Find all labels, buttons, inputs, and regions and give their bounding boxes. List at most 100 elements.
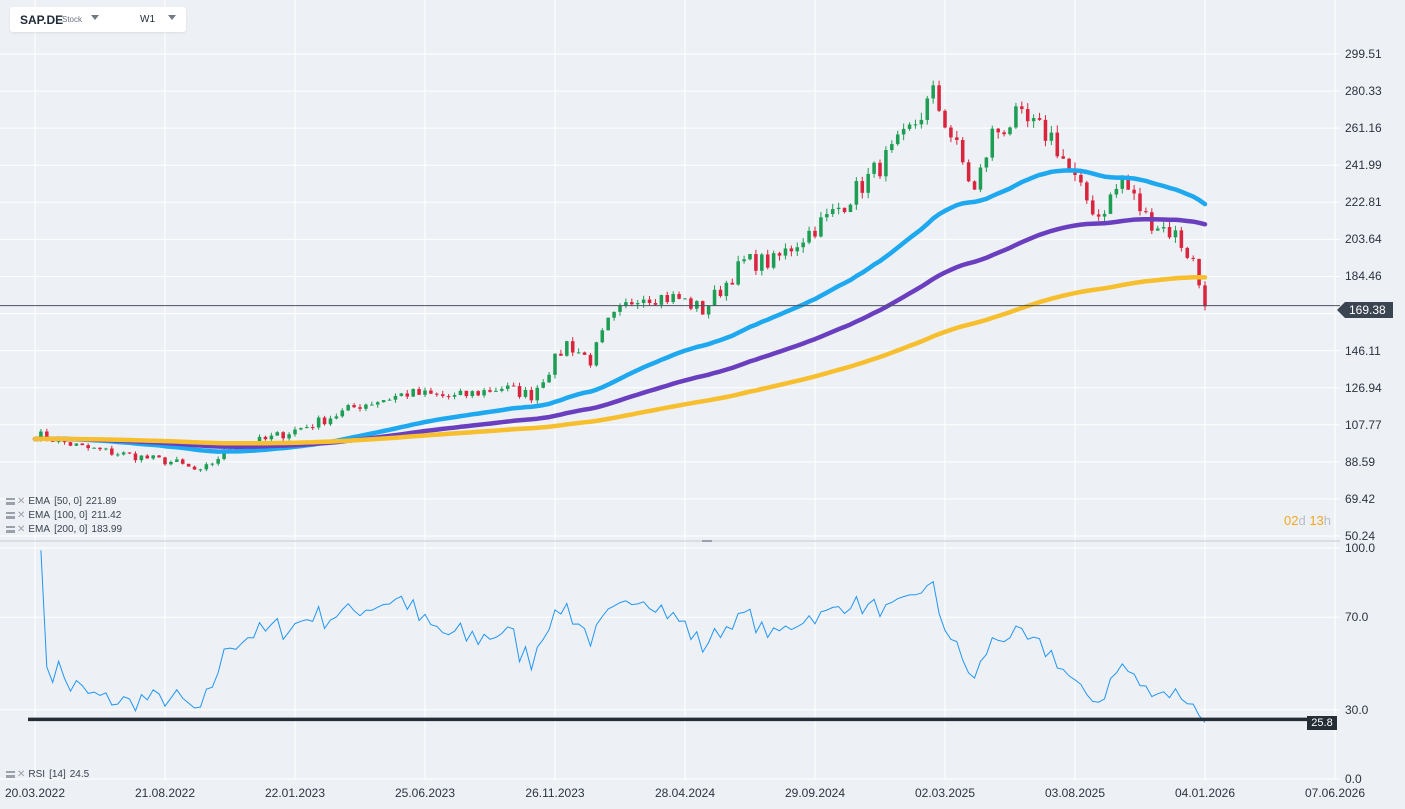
candle-up: [807, 230, 811, 243]
ema-lines: [32, 168, 1208, 454]
candle-up: [370, 404, 374, 406]
candle-down: [630, 302, 634, 305]
indicator-settings-icon[interactable]: [6, 771, 15, 778]
indicator-remove-icon[interactable]: ✕: [17, 496, 26, 507]
candle-up: [523, 389, 528, 397]
candle-down: [582, 352, 587, 355]
pane-resize-handle[interactable]: [702, 540, 712, 542]
candle-down: [943, 110, 947, 128]
candle-up: [115, 454, 120, 456]
price-tick-label: 280.33: [1345, 84, 1382, 99]
candle-up: [482, 390, 486, 396]
candle-up: [618, 305, 622, 312]
candle-down: [730, 282, 735, 285]
candle-up: [565, 341, 569, 356]
date-tick-label: 02.03.2025: [914, 786, 976, 800]
candle-down: [80, 443, 85, 446]
candle-down: [1037, 118, 1042, 120]
candle-down: [446, 396, 451, 398]
rsi-level-tag: 25.8: [1307, 716, 1337, 730]
ema-100-line: [32, 216, 1208, 449]
candle-up: [1031, 118, 1036, 122]
indicator-ema-50[interactable]: ✕ EMA [50, 0] 221.89: [6, 496, 116, 507]
candle-down: [417, 388, 421, 395]
candle-down: [842, 207, 847, 213]
candle-down: [1203, 285, 1207, 307]
indicator-ema-100[interactable]: ✕ EMA [100, 0] 211.42: [6, 510, 121, 521]
candle-up: [293, 429, 297, 435]
candle-up: [175, 459, 179, 462]
candle-down: [1179, 230, 1184, 248]
rsi-tick-label: 30.0: [1345, 702, 1369, 717]
indicator-remove-icon[interactable]: ✕: [17, 524, 26, 535]
candle-down: [529, 389, 534, 401]
candle-up: [1014, 106, 1018, 128]
candle-down: [677, 294, 681, 299]
candle-up: [742, 259, 746, 262]
candle-up: [641, 299, 646, 304]
last-price-tag: 169.38: [1337, 302, 1393, 318]
indicator-remove-icon[interactable]: ✕: [17, 510, 26, 521]
candle-down: [110, 448, 114, 455]
candle-up: [334, 416, 339, 419]
candle-up: [1155, 228, 1160, 231]
candle-countdown: 02d 13h: [1284, 513, 1332, 528]
candle-down: [192, 466, 197, 470]
candle-up: [1108, 194, 1113, 214]
indicator-remove-icon[interactable]: ✕: [17, 769, 26, 780]
candle-up: [931, 85, 935, 99]
candle-up: [783, 248, 788, 256]
timeframe-dropdown-icon[interactable]: [168, 15, 176, 20]
indicator-ema-200[interactable]: ✕ EMA [200, 0] 183.99: [6, 524, 122, 535]
candle-up: [305, 427, 309, 429]
symbol-dropdown-icon[interactable]: [91, 15, 99, 20]
candle-up: [328, 418, 333, 425]
candle-up: [151, 455, 155, 459]
candle-down: [186, 463, 191, 467]
price-tick-label: 299.51: [1345, 47, 1382, 61]
price-tick-label: 126.94: [1345, 380, 1382, 395]
candle-down: [157, 455, 161, 458]
candle-down: [1132, 189, 1136, 194]
price-tick-label: 261.16: [1345, 121, 1382, 136]
indicator-settings-icon[interactable]: [6, 512, 15, 519]
candle-down: [1167, 227, 1172, 238]
candle-up: [216, 459, 220, 464]
candle-up: [925, 98, 930, 120]
candle-up: [452, 395, 457, 397]
price-tick-label: 184.46: [1345, 269, 1382, 284]
timeframe-selector[interactable]: W1: [140, 14, 155, 25]
price-tick-label: 69.42: [1345, 491, 1376, 506]
candle-down: [1002, 132, 1006, 135]
candle-up: [535, 387, 540, 401]
candle-up: [606, 317, 610, 331]
candle-down: [559, 353, 563, 356]
candle-up: [872, 162, 876, 174]
indicator-rsi[interactable]: ✕ RSI [14] 24.5: [6, 769, 89, 780]
candle-up: [39, 431, 43, 439]
candle-up: [269, 435, 274, 440]
candle-up: [1008, 127, 1012, 135]
candle-down: [700, 301, 705, 315]
candle-up: [795, 247, 800, 252]
candle-down: [996, 128, 1000, 133]
candle-up: [399, 393, 404, 396]
candle-up: [340, 410, 345, 417]
ema-200-line: [32, 274, 1208, 446]
candle-up: [984, 157, 989, 168]
candle-up: [712, 289, 717, 306]
candle-up: [458, 390, 463, 396]
grid-lines: [0, 0, 1340, 780]
rsi-tick-label: 0.0: [1345, 772, 1362, 786]
price-tick-label: 88.59: [1345, 454, 1376, 469]
price-tick-label: 241.99: [1345, 158, 1382, 173]
indicator-settings-icon[interactable]: [6, 526, 15, 533]
candle-up: [387, 399, 392, 401]
rsi-tick-label: 100.0: [1345, 541, 1376, 555]
date-tick-label: 03.08.2025: [1044, 786, 1106, 800]
indicator-settings-icon[interactable]: [6, 498, 15, 505]
candle-up: [1120, 179, 1125, 189]
candle-down: [163, 457, 167, 465]
symbol-name[interactable]: SAP.DE: [20, 13, 64, 27]
